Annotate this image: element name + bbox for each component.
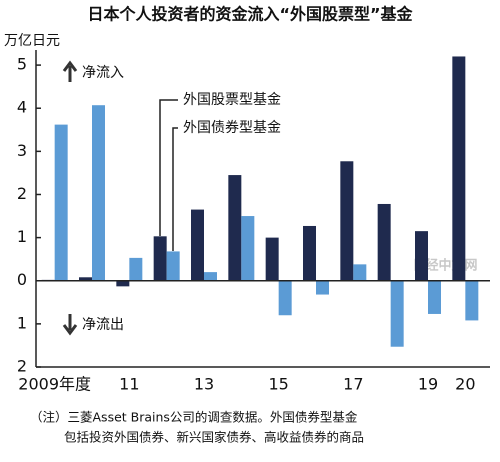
bar <box>390 280 404 347</box>
y-tick-label: 1 <box>17 313 27 332</box>
bar <box>340 161 354 281</box>
bar <box>166 251 180 281</box>
legend-label: 外国债券型基金 <box>183 119 281 136</box>
bar <box>353 264 367 281</box>
bar <box>265 237 279 281</box>
bar <box>116 280 130 287</box>
inflow-arrow <box>62 60 78 82</box>
y-tick-label: 4 <box>17 98 27 117</box>
bar <box>191 209 204 281</box>
y-tick-label: 3 <box>17 141 27 160</box>
bar <box>153 236 167 281</box>
x-tick-label: 15 <box>268 375 288 394</box>
y-tick-label: 0 <box>17 270 27 289</box>
y-tick-label: 2 <box>17 184 27 203</box>
chart-title: 日本个人投资者的资金流入“外国股票型”基金 <box>87 5 413 24</box>
bar <box>79 277 92 281</box>
y-tick-label: 5 <box>17 55 27 74</box>
bar <box>303 225 316 281</box>
bar <box>278 280 292 316</box>
leader-line <box>172 127 178 251</box>
y-tick-label: 1 <box>17 227 27 246</box>
note: （注）三菱Asset Brains公司的调查数据。外国债券型基金 <box>30 410 358 425</box>
outflow-label: 净流出 <box>82 317 124 333</box>
bar <box>377 203 391 281</box>
legend-label: 外国股票型基金 <box>183 91 281 108</box>
bar <box>316 280 329 295</box>
outflow-arrow <box>62 314 78 336</box>
bar <box>54 124 68 281</box>
leader-line <box>159 99 178 236</box>
x-tick-label: 20 <box>455 375 475 394</box>
bar <box>129 257 143 281</box>
x-tick-label: 19 <box>418 375 438 394</box>
x-tick-label: 17 <box>343 375 363 394</box>
y-tick-label: 2 <box>17 357 27 376</box>
bar <box>428 280 441 314</box>
inflow-label: 净流入 <box>82 65 124 81</box>
bar <box>452 56 466 281</box>
y-axis-label: 万亿日元 <box>4 33 60 49</box>
x-tick-label: 11 <box>119 375 139 394</box>
bar <box>92 105 105 281</box>
x-tick-label: 13 <box>194 375 214 394</box>
x-tick-label: 2009年度 <box>18 375 91 394</box>
bar <box>465 280 479 321</box>
bar <box>228 175 242 281</box>
bar <box>241 216 255 281</box>
bar <box>415 231 428 281</box>
note: 包括投资外国债券、新兴国家债券、高收益债券的商品 <box>64 430 364 445</box>
bar <box>204 272 217 281</box>
